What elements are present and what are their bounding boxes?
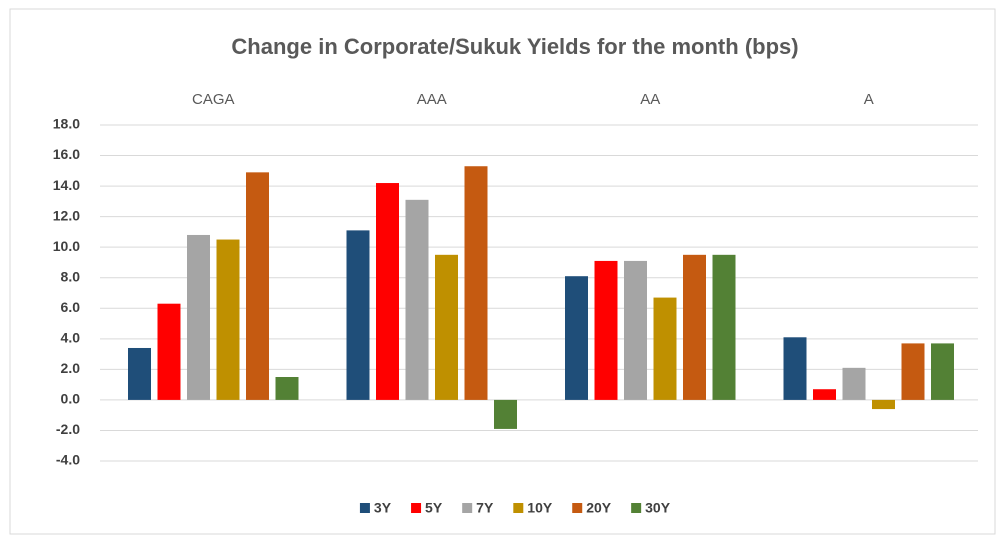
- y-tick-label: 2.0: [61, 360, 81, 376]
- y-tick-label: 8.0: [61, 268, 81, 284]
- legend-swatch: [572, 503, 583, 513]
- category-label: A: [864, 91, 874, 108]
- legend-swatch: [631, 503, 642, 513]
- bar: [187, 234, 210, 400]
- y-tick-label: 16.0: [53, 146, 80, 162]
- legend-label: 7Y: [476, 500, 494, 516]
- y-tick-label: 14.0: [53, 177, 80, 193]
- legend-label: 3Y: [374, 500, 392, 516]
- legend-swatch: [411, 503, 422, 513]
- bar: [376, 183, 399, 400]
- bar: [157, 303, 181, 400]
- bar: [346, 230, 370, 400]
- y-tick-label: -2.0: [56, 421, 80, 437]
- legend-swatch: [513, 503, 524, 513]
- bar: [624, 260, 647, 400]
- category-label: AA: [640, 91, 660, 108]
- category-label: AAA: [417, 91, 447, 108]
- bar: [712, 254, 736, 400]
- y-tick-label: 0.0: [61, 391, 81, 407]
- legend-swatch: [462, 503, 473, 513]
- y-tick-label: 4.0: [61, 330, 81, 346]
- bar: [128, 347, 151, 400]
- bar: [872, 399, 895, 410]
- bar: [653, 297, 677, 400]
- bar: [246, 172, 269, 400]
- bar: [813, 389, 836, 400]
- y-tick-label: 12.0: [53, 207, 80, 223]
- bar: [494, 399, 517, 429]
- legend-label: 10Y: [527, 500, 553, 516]
- bar: [931, 343, 954, 400]
- bar: [683, 254, 706, 400]
- bar: [594, 260, 618, 400]
- bar: [901, 343, 925, 400]
- bar: [405, 199, 429, 400]
- bar: [565, 276, 588, 400]
- bar: [435, 254, 458, 400]
- chart-title: Change in Corporate/Sukuk Yields for the…: [231, 34, 798, 59]
- legend-swatch: [359, 503, 370, 513]
- y-tick-label: 6.0: [61, 299, 81, 315]
- legend-label: 5Y: [425, 500, 443, 516]
- chart-border: [9, 8, 996, 535]
- legend-label: 20Y: [586, 500, 612, 516]
- category-label: CAGA: [192, 91, 235, 108]
- bar: [464, 166, 488, 400]
- bar: [842, 367, 866, 400]
- y-tick-label: 10.0: [53, 238, 80, 254]
- bar: [275, 377, 299, 400]
- legend-label: 30Y: [645, 500, 671, 516]
- bar: [783, 337, 807, 400]
- y-tick-label: 18.0: [53, 116, 80, 132]
- bar: [216, 239, 240, 400]
- y-tick-label: -4.0: [56, 452, 80, 468]
